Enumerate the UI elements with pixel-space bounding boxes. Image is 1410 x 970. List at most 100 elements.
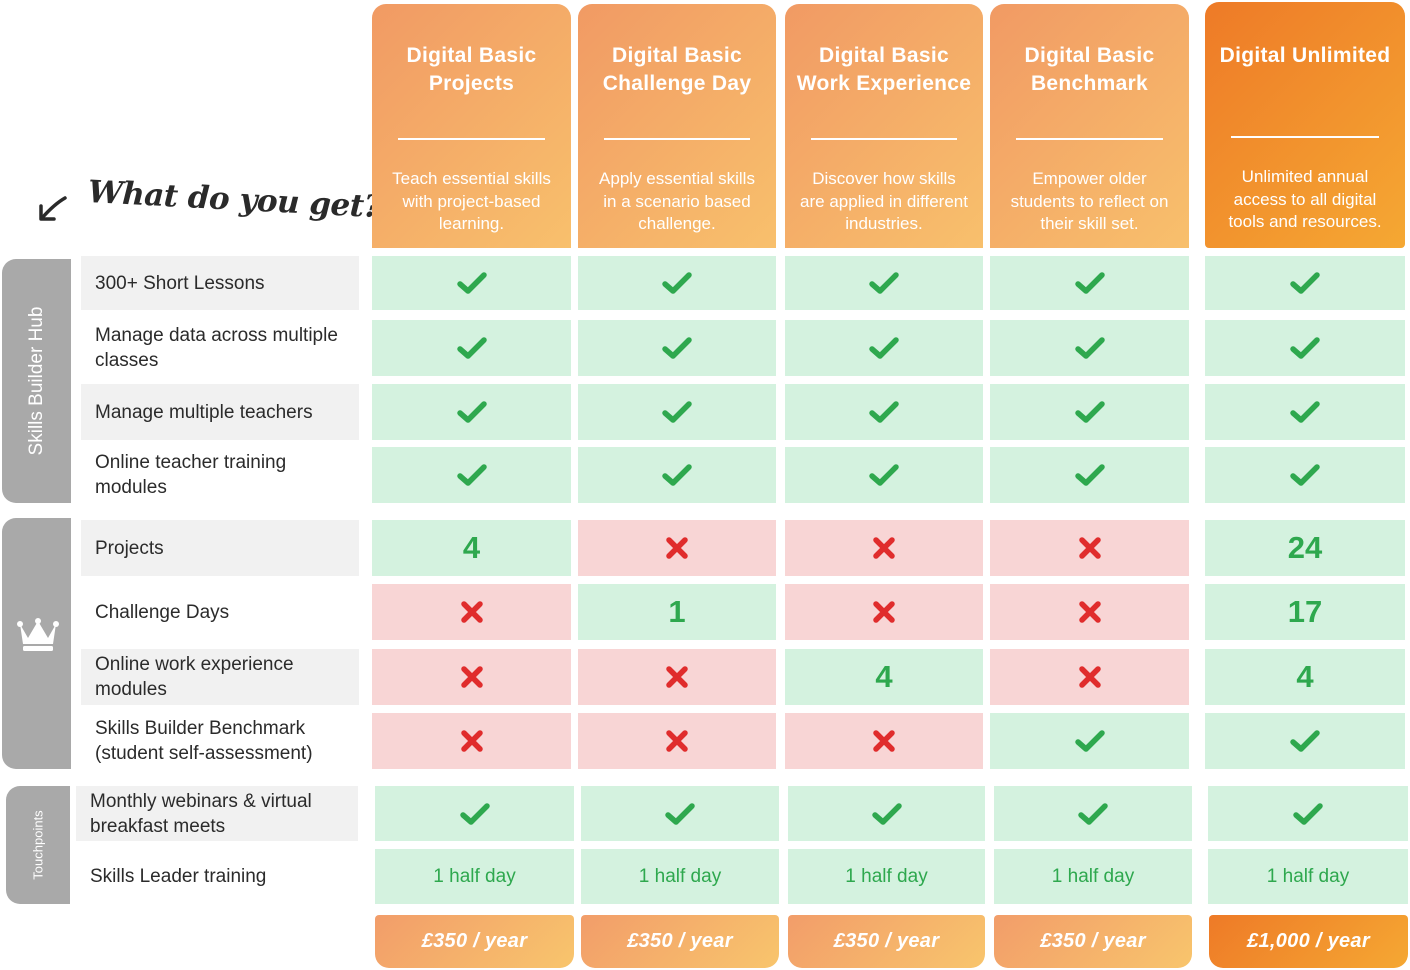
value-cell-benchmark bbox=[994, 786, 1192, 841]
check-icon bbox=[1290, 464, 1320, 486]
value-cell-benchmark bbox=[990, 256, 1189, 310]
value-cell-work-experience bbox=[785, 447, 983, 503]
count-value: 4 bbox=[1296, 659, 1314, 694]
feature-label: Skills Builder Benchmark (student self-a… bbox=[95, 718, 313, 764]
value-cell-unlimited bbox=[1205, 256, 1405, 310]
duration-value: 1 half day bbox=[845, 865, 928, 887]
value-cell-challenge-day bbox=[581, 786, 779, 841]
value-cell-work-experience: 1 half day bbox=[788, 849, 985, 904]
check-icon bbox=[869, 337, 899, 359]
feature-label: Manage multiple teachers bbox=[81, 384, 359, 440]
plan-name: Digital Basic Projects bbox=[406, 44, 537, 95]
value-cell-work-experience bbox=[785, 520, 983, 576]
value-cell-work-experience: 4 bbox=[785, 649, 983, 705]
value-cell-unlimited bbox=[1208, 786, 1408, 841]
check-icon bbox=[1074, 730, 1105, 752]
check-icon bbox=[1290, 730, 1320, 752]
cross-icon bbox=[666, 730, 688, 752]
value-cell-challenge-day bbox=[578, 320, 776, 376]
group-label-skills-builder-hub: Skills Builder Hub bbox=[25, 306, 47, 456]
group-bar-premium bbox=[2, 518, 71, 769]
plan-description: Empower older students to reflect on the… bbox=[1010, 169, 1169, 233]
feature-label: 300+ Short Lessons bbox=[81, 256, 359, 310]
plan-card-projects: Digital Basic Projects Teach essential s… bbox=[372, 4, 571, 248]
count-value: 24 bbox=[1287, 530, 1323, 565]
crown-icon bbox=[17, 618, 59, 651]
value-cell-challenge-day bbox=[578, 384, 776, 440]
check-icon bbox=[1293, 802, 1323, 825]
value-cell-work-experience bbox=[785, 384, 983, 440]
value-cell-unlimited: 4 bbox=[1205, 649, 1405, 705]
feature-label: Online teacher training modules bbox=[95, 452, 287, 498]
cross-icon bbox=[873, 730, 895, 752]
value-cell-challenge-day bbox=[578, 713, 776, 769]
duration-value: 1 half day bbox=[638, 865, 722, 887]
value-cell-benchmark: 1 half day bbox=[994, 849, 1192, 904]
value-cell-benchmark bbox=[990, 520, 1189, 576]
cross-icon bbox=[873, 601, 895, 623]
value-cell-challenge-day: 1 half day bbox=[581, 849, 779, 904]
price-challenge-day: £350 / year bbox=[581, 915, 779, 968]
plan-name: Digital Basic Benchmark bbox=[1024, 44, 1155, 95]
value-cell-work-experience bbox=[785, 713, 983, 769]
page-title: What do you get? bbox=[87, 174, 383, 226]
group-bar-skills-builder-hub: Skills Builder Hub bbox=[2, 259, 71, 503]
cross-icon bbox=[666, 537, 688, 559]
check-icon bbox=[1290, 337, 1320, 359]
feature-label: Skills Leader training bbox=[90, 866, 267, 887]
group-label-touchpoints: Touchpoints bbox=[30, 810, 46, 880]
value-cell-projects bbox=[372, 384, 571, 440]
plan-divider bbox=[811, 138, 957, 140]
check-icon bbox=[1074, 272, 1105, 294]
arrow-down-left-icon bbox=[39, 196, 67, 221]
cross-icon bbox=[460, 730, 483, 752]
value-cell-benchmark bbox=[990, 649, 1189, 705]
plan-card-unlimited: Digital Unlimited Unlimited annual acces… bbox=[1205, 2, 1405, 248]
cross-icon bbox=[1078, 601, 1101, 623]
price-unlimited: £1,000 / year bbox=[1209, 915, 1408, 968]
cross-icon bbox=[460, 601, 483, 623]
check-icon bbox=[456, 401, 487, 423]
check-icon bbox=[662, 401, 692, 423]
price-projects: £350 / year bbox=[375, 915, 574, 968]
value-cell-unlimited bbox=[1205, 447, 1405, 503]
cross-icon bbox=[666, 666, 688, 688]
feature-label: Challenge Days bbox=[95, 601, 230, 623]
value-cell-projects bbox=[375, 786, 574, 841]
check-icon bbox=[1074, 401, 1105, 423]
count-value: 4 bbox=[875, 659, 893, 694]
value-cell-work-experience bbox=[785, 256, 983, 310]
value-cell-work-experience bbox=[785, 320, 983, 376]
price-benchmark: £350 / year bbox=[994, 915, 1192, 968]
check-icon bbox=[662, 464, 692, 486]
check-icon bbox=[662, 272, 692, 294]
value-cell-challenge-day: 1 bbox=[578, 584, 776, 640]
feature-label: Online work experience modules bbox=[81, 649, 359, 705]
feature-label: Monthly webinars & virtual breakfast mee… bbox=[76, 786, 358, 841]
value-cell-benchmark bbox=[990, 320, 1189, 376]
value-cell-benchmark bbox=[990, 447, 1189, 503]
value-cell-unlimited bbox=[1205, 384, 1405, 440]
check-icon bbox=[459, 802, 490, 825]
plan-description: Teach essential skills with project-base… bbox=[392, 169, 551, 233]
value-cell-projects bbox=[372, 584, 571, 640]
value-cell-projects bbox=[372, 320, 571, 376]
plan-description: Unlimited annual access to all digital t… bbox=[1228, 167, 1382, 231]
value-cell-benchmark bbox=[990, 384, 1189, 440]
plan-card-challenge-day: Digital Basic Challenge Day Apply essent… bbox=[578, 4, 776, 248]
plan-divider bbox=[1231, 136, 1379, 138]
what-do-you-get-heading: What do you get? bbox=[34, 168, 382, 228]
plan-divider bbox=[1016, 138, 1163, 140]
check-icon bbox=[456, 337, 487, 359]
value-cell-projects bbox=[372, 649, 571, 705]
count-value: 1 bbox=[668, 594, 686, 629]
check-icon bbox=[1074, 337, 1105, 359]
plan-description: Apply essential skills in a scenario bas… bbox=[599, 169, 755, 233]
check-icon bbox=[1290, 401, 1320, 423]
value-cell-unlimited bbox=[1205, 713, 1405, 769]
value-cell-unlimited bbox=[1205, 320, 1405, 376]
cross-icon bbox=[1078, 537, 1101, 559]
value-cell-projects bbox=[372, 447, 571, 503]
feature-label: Projects bbox=[81, 520, 359, 576]
cross-icon bbox=[460, 666, 483, 688]
